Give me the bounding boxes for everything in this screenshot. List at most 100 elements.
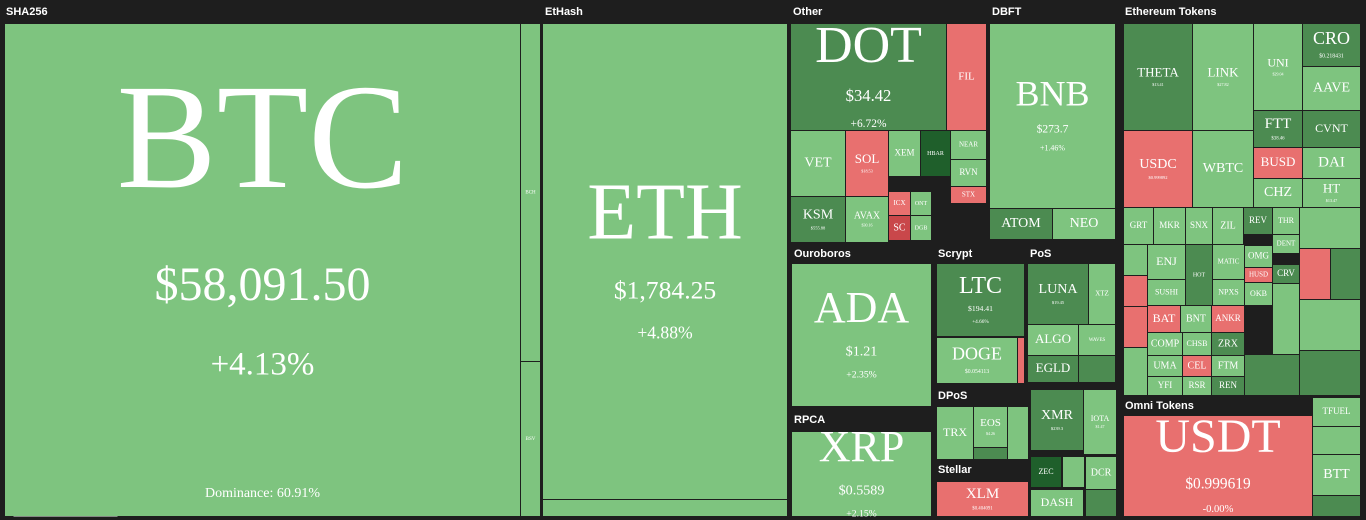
coin-tile[interactable] <box>1244 208 1272 234</box>
coin-tile[interactable] <box>1193 131 1253 207</box>
coin-tile[interactable] <box>1303 67 1360 110</box>
coin-tile[interactable] <box>1303 148 1360 178</box>
coin-tile[interactable] <box>889 131 920 176</box>
coin-tile[interactable] <box>846 197 888 242</box>
coin-tile[interactable] <box>1031 490 1083 516</box>
coin-symbol: NEO <box>1070 216 1099 231</box>
coin-tile[interactable] <box>1212 306 1244 332</box>
coin-tile[interactable] <box>791 24 946 130</box>
coin-tile[interactable] <box>951 187 986 203</box>
coin-tile[interactable] <box>1186 208 1212 244</box>
coin-tile[interactable] <box>1124 416 1312 516</box>
coin-tile[interactable] <box>951 131 986 159</box>
coin-tile[interactable] <box>1213 280 1244 305</box>
coin-tile[interactable] <box>1183 356 1211 376</box>
coin-tile[interactable] <box>1124 24 1192 130</box>
coin-tile[interactable] <box>1148 280 1185 305</box>
coin-tile[interactable] <box>521 24 540 361</box>
coin-tile[interactable] <box>1213 245 1244 279</box>
coin-tile[interactable] <box>846 131 888 196</box>
coin-tile[interactable] <box>937 338 1017 383</box>
coin-tile[interactable] <box>1183 333 1211 355</box>
coin-tile[interactable] <box>937 407 973 459</box>
coin-symbol: SC <box>893 222 906 233</box>
coin-tile[interactable] <box>791 197 845 242</box>
coin-tile[interactable] <box>1079 325 1115 355</box>
coin-tile[interactable] <box>1245 246 1272 267</box>
coin-tile[interactable] <box>1148 306 1180 332</box>
coin-tile[interactable] <box>1028 264 1088 324</box>
coin-tile[interactable] <box>1124 208 1153 244</box>
coin-symbol: VET <box>804 156 832 171</box>
coin-tile[interactable] <box>1212 377 1244 395</box>
coin-tile[interactable] <box>1254 148 1302 178</box>
coin-tile[interactable] <box>1148 245 1185 279</box>
coin-tile[interactable] <box>1273 208 1299 234</box>
coin-tile[interactable] <box>1212 333 1244 355</box>
coin-symbol: DENT <box>1277 240 1296 248</box>
coin-tile[interactable] <box>1212 356 1244 376</box>
coin-tile[interactable] <box>1245 283 1272 305</box>
coin-symbol: SUSHI <box>1155 287 1178 296</box>
coin-tile[interactable] <box>990 209 1052 239</box>
coin-price: $1.21 <box>846 343 878 359</box>
coin-tile[interactable] <box>1148 333 1182 355</box>
coin-tile[interactable] <box>937 264 1024 336</box>
coin-price: $29.04 <box>1273 71 1284 76</box>
coin-tile[interactable] <box>1254 24 1302 110</box>
coin-tile[interactable] <box>911 192 931 215</box>
coin-tile[interactable] <box>543 24 787 499</box>
coin-symbol: WBTC <box>1203 161 1243 176</box>
coin-tile[interactable] <box>951 160 986 186</box>
coin-tile[interactable] <box>1303 111 1360 147</box>
coin-tile[interactable] <box>1254 111 1302 147</box>
coin-symbol: OMG <box>1248 251 1270 261</box>
coin-tile[interactable] <box>1031 390 1083 450</box>
coin-tile[interactable] <box>791 131 845 196</box>
coin-tile[interactable] <box>1086 457 1116 489</box>
coin-tile[interactable] <box>1303 24 1360 66</box>
coin-tile[interactable] <box>521 362 540 516</box>
coin-tile[interactable] <box>1124 131 1192 207</box>
coin-tile[interactable] <box>792 432 931 516</box>
coin-tile[interactable] <box>1186 245 1212 305</box>
coin-tile[interactable] <box>1313 455 1360 495</box>
coin-price: $0.404091 <box>972 506 993 511</box>
coin-symbol: CHZ <box>1264 185 1292 200</box>
coin-tile[interactable] <box>1053 209 1115 239</box>
coin-tile[interactable] <box>889 192 910 215</box>
coin-tile[interactable] <box>1245 268 1272 282</box>
coin-tile[interactable] <box>1031 457 1061 487</box>
coin-symbol: USDT <box>1155 410 1280 463</box>
coin-tile[interactable] <box>792 264 931 406</box>
coin-tile[interactable] <box>1181 306 1211 332</box>
coin-price: $239.3 <box>1051 426 1064 431</box>
coin-tile[interactable] <box>1084 390 1116 454</box>
coin-tile[interactable] <box>1213 208 1243 244</box>
coin-symbol: RSR <box>1188 380 1205 390</box>
coin-tile[interactable] <box>1148 377 1182 395</box>
coin-tile[interactable] <box>1273 265 1299 283</box>
coin-tile[interactable] <box>1193 24 1253 130</box>
coin-tile[interactable] <box>1313 398 1360 426</box>
coin-tile[interactable] <box>974 407 1007 447</box>
coin-tile[interactable] <box>911 216 931 240</box>
coin-price: $0.054113 <box>965 368 989 375</box>
coin-tile[interactable] <box>1089 264 1115 324</box>
coin-tile[interactable] <box>1148 356 1182 376</box>
coin-tile[interactable] <box>1028 325 1078 355</box>
coin-tile[interactable] <box>947 24 986 130</box>
coin-tile[interactable] <box>1254 179 1302 207</box>
coin-tile[interactable] <box>990 24 1115 208</box>
coin-tile[interactable] <box>5 24 520 516</box>
coin-tile[interactable] <box>1303 179 1360 207</box>
coin-symbol: AAVE <box>1313 81 1350 96</box>
coin-tile[interactable] <box>1183 377 1211 395</box>
coin-tile[interactable] <box>1154 208 1185 244</box>
coin-tile[interactable] <box>1028 356 1078 382</box>
coin-tile[interactable] <box>889 216 910 240</box>
coin-tile[interactable] <box>921 131 950 176</box>
coin-tile[interactable] <box>937 482 1028 516</box>
coin-tile[interactable] <box>1273 235 1299 253</box>
coin-symbol: BNT <box>1186 313 1206 324</box>
